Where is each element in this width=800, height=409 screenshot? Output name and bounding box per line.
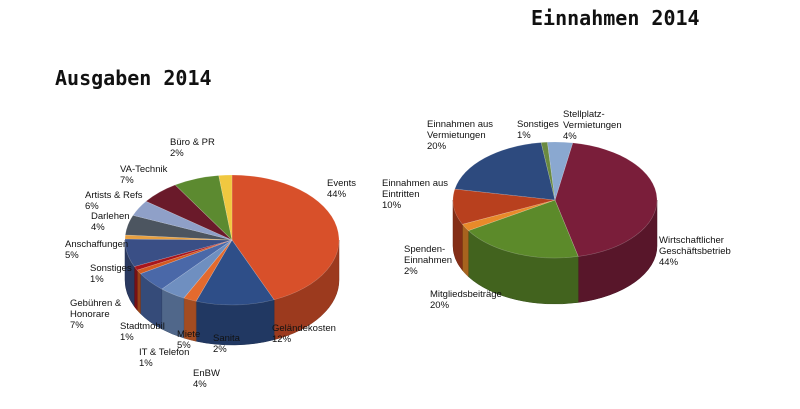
label-stellplatz-vermietungen: Stellplatz-Vermietungen 4% [563, 109, 622, 142]
label-va-technik: VA-Technik 7% [120, 164, 168, 186]
label-artists-refs: Artists & Refs 6% [85, 190, 143, 212]
slice-einnahmen-aus-eintritten [452, 188, 556, 225]
slice-side-it-telefon [136, 269, 141, 315]
label-enbw: EnBW 4% [193, 368, 220, 390]
expenses-title: Ausgaben 2014 [55, 66, 212, 90]
label-miete: Miete 5% [177, 329, 200, 351]
slice-sonstiges [124, 234, 233, 241]
slice-spenden-einnahmen [461, 199, 556, 231]
slice-geb-hren-honorare [124, 238, 233, 267]
slice-va-technik [174, 175, 233, 241]
label-b-ro-pr: Büro & PR 2% [170, 137, 215, 159]
slice-darlehen [132, 200, 233, 241]
label-anschaffungen: Anschaffungen 5% [65, 239, 128, 261]
slice-b-ro-pr [218, 174, 233, 241]
expenses-pie: Events 44% Geländekosten 12% Sanita 2% EnBW 4% M… [65, 137, 356, 390]
label-sonstiges: Sonstiges 1% [517, 119, 559, 141]
label-spenden-einnahmen: Spenden-Einnahmen 2% [404, 244, 452, 277]
label-sonstiges: Sonstiges 1% [90, 263, 132, 285]
label-sanita: Sanita 2% [213, 333, 241, 355]
slice-stellplatz-vermietungen [547, 141, 574, 201]
slice-sanita [183, 239, 233, 302]
slice-sonstiges [540, 141, 556, 201]
slice-anschaffungen [124, 215, 233, 241]
slice-it-telefon [136, 239, 233, 275]
slice-miete [139, 239, 233, 290]
slice-enbw [161, 239, 233, 299]
income-title: Einnahmen 2014 [531, 6, 700, 30]
label-einnahmen-aus-eintritten: Einnahmen aus Eintritten 10% [382, 178, 448, 211]
label-stadtmobil: Stadtmobil 1% [120, 321, 165, 343]
slice-events [231, 174, 340, 301]
slice-artists-refs [145, 184, 233, 241]
label-gel-ndekosten: Geländekosten 12% [272, 323, 336, 345]
slice-mitgliedsbeitr-ge [467, 199, 579, 259]
slice-side-stadtmobil [134, 265, 138, 311]
label-wirtschaftlicher-gesch-ftsbetrieb: Wirtschaftlicher Geschäftsbetrieb 44% [659, 235, 731, 268]
slice-side-einnahmen-aus-eintritten [452, 199, 463, 271]
label-geb-hren-honorare: Gebühren & Honorare 7% [70, 298, 122, 331]
slice-side-spenden-einnahmen [462, 223, 469, 278]
slice-einnahmen-aus-vermietungen [454, 142, 556, 201]
slice-stadtmobil [133, 239, 233, 271]
slice-wirtschaftlicher-gesch-ftsbetrieb [554, 142, 658, 257]
label-mitgliedsbeitr-ge: Mitgliedsbeiträge 20% [430, 289, 502, 311]
slice-gel-ndekosten [195, 239, 275, 306]
label-einnahmen-aus-vermietungen: Einnahmen aus Vermietungen 20% [427, 119, 493, 152]
label-darlehen: Darlehen 4% [91, 211, 130, 233]
label-events: Events 44% [327, 178, 356, 200]
income-pie: Wirtschaftlicher Geschäftsbetrieb 44% Mitgl… [382, 109, 731, 311]
label-it-telefon: IT & Telefon 1% [139, 347, 189, 369]
